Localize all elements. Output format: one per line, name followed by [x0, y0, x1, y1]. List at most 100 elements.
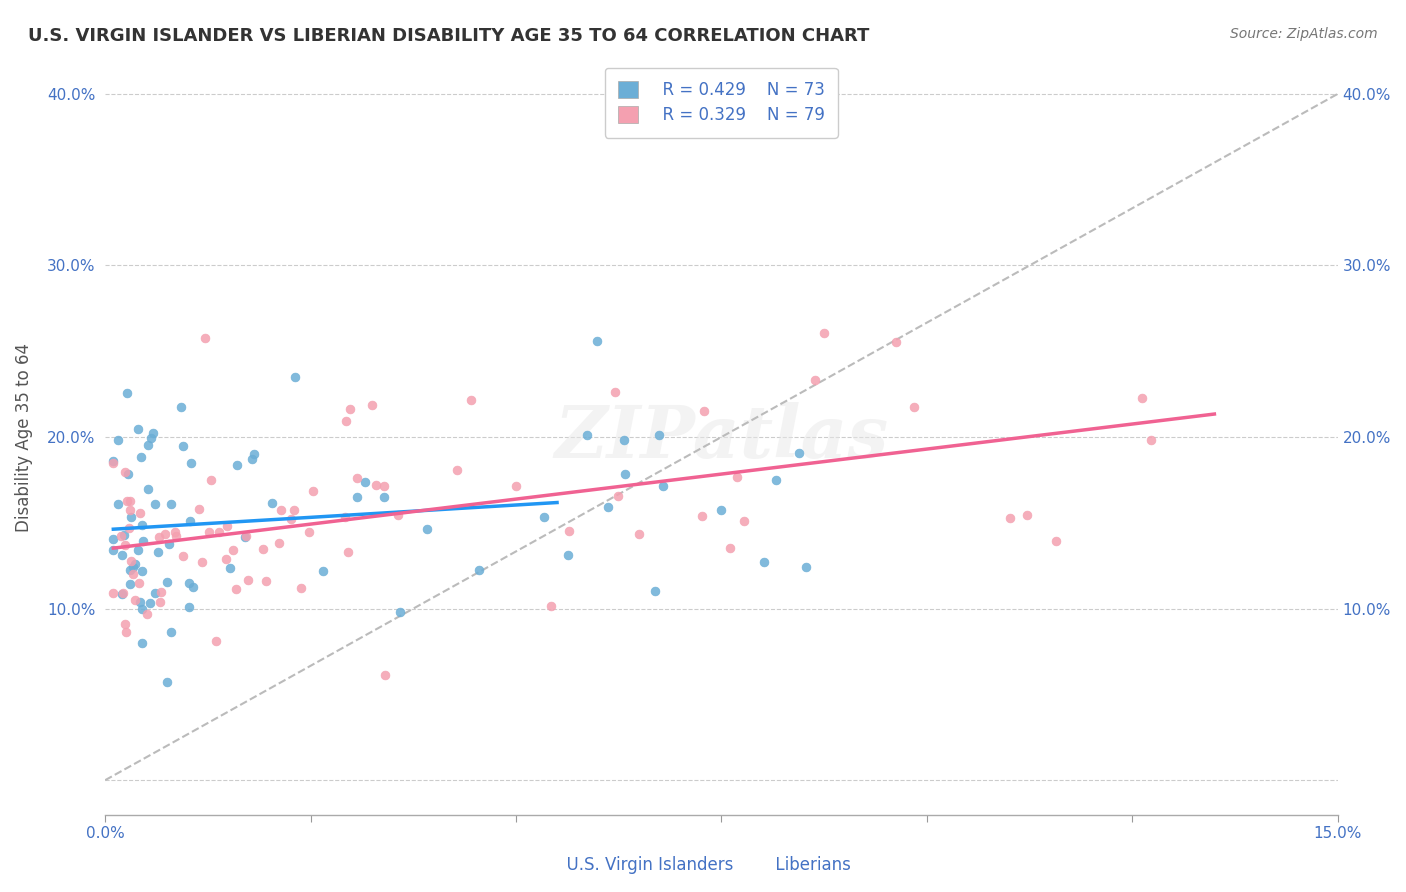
Point [115, 493, 138, 508]
Point [114, 465, 136, 479]
Point [200, 473, 222, 487]
Point [692, 404, 714, 418]
Point [558, 524, 581, 538]
Point [111, 548, 134, 562]
Point [131, 636, 153, 650]
Point [110, 529, 132, 543]
Point [139, 596, 162, 610]
Point [415, 522, 437, 536]
Point [114, 624, 136, 639]
Point [346, 470, 368, 484]
Point [252, 541, 274, 556]
Point [157, 537, 180, 551]
Point [190, 555, 212, 569]
Point [613, 433, 636, 447]
Point [127, 542, 149, 557]
Point [1045, 534, 1067, 549]
Point [117, 467, 139, 481]
Point [198, 525, 221, 540]
Point [710, 503, 733, 517]
Point [124, 557, 146, 571]
Point [118, 563, 141, 577]
Point [170, 400, 193, 414]
Point [388, 605, 411, 619]
Point [540, 599, 562, 614]
Point [131, 602, 153, 616]
Point [118, 494, 141, 508]
Point [312, 564, 335, 578]
Point [269, 536, 291, 550]
Point [107, 433, 129, 447]
Point [120, 576, 142, 591]
Point [652, 479, 675, 493]
Point [181, 580, 204, 594]
Point [142, 426, 165, 441]
Point [614, 467, 637, 482]
Point [725, 470, 748, 484]
Point [131, 564, 153, 578]
Point [103, 586, 125, 600]
Point [120, 554, 142, 568]
Point [884, 335, 907, 350]
Text: Source: ZipAtlas.com: Source: ZipAtlas.com [1230, 27, 1378, 41]
Point [103, 543, 125, 558]
Point [215, 552, 238, 566]
Point [149, 595, 172, 609]
Point [146, 544, 169, 558]
Point [335, 414, 357, 428]
Point [446, 463, 468, 477]
Point [143, 586, 166, 600]
Point [754, 555, 776, 569]
Y-axis label: Disability Age 35 to 64: Disability Age 35 to 64 [15, 343, 32, 532]
Point [215, 519, 238, 533]
Point [364, 478, 387, 492]
Point [129, 594, 152, 608]
Point [226, 458, 249, 472]
Point [236, 574, 259, 588]
Point [117, 386, 139, 401]
Point [128, 575, 150, 590]
Point [129, 506, 152, 520]
Point [218, 561, 240, 575]
Point [718, 541, 741, 555]
Point [114, 617, 136, 632]
Point [533, 510, 555, 524]
Point [103, 454, 125, 468]
Point [585, 334, 607, 349]
Point [339, 402, 361, 417]
Point [235, 529, 257, 543]
Point [120, 509, 142, 524]
Point [107, 497, 129, 511]
Point [114, 538, 136, 552]
Point [333, 510, 356, 524]
Point [374, 668, 396, 682]
Point [603, 385, 626, 400]
Point [156, 574, 179, 589]
Point [627, 526, 650, 541]
Point [813, 326, 835, 341]
Point [111, 587, 134, 601]
Point [179, 575, 201, 590]
Point [387, 508, 409, 523]
Point [222, 543, 245, 558]
Point [240, 452, 263, 467]
Point [460, 392, 482, 407]
Legend:   R = 0.429    N = 73,   R = 0.329    N = 79: R = 0.429 N = 73, R = 0.329 N = 79 [605, 68, 838, 137]
Point [136, 482, 159, 496]
Point [353, 475, 375, 490]
Point [576, 428, 599, 442]
Point [111, 585, 134, 599]
Point [505, 479, 527, 493]
Point [138, 437, 160, 451]
Point [165, 529, 187, 543]
Point [235, 530, 257, 544]
Point [132, 534, 155, 549]
Point [124, 592, 146, 607]
Point [1140, 434, 1163, 448]
Point [160, 625, 183, 640]
Point [337, 545, 360, 559]
Point [205, 634, 228, 648]
Point [173, 440, 195, 454]
Point [765, 473, 787, 487]
Point [260, 496, 283, 510]
